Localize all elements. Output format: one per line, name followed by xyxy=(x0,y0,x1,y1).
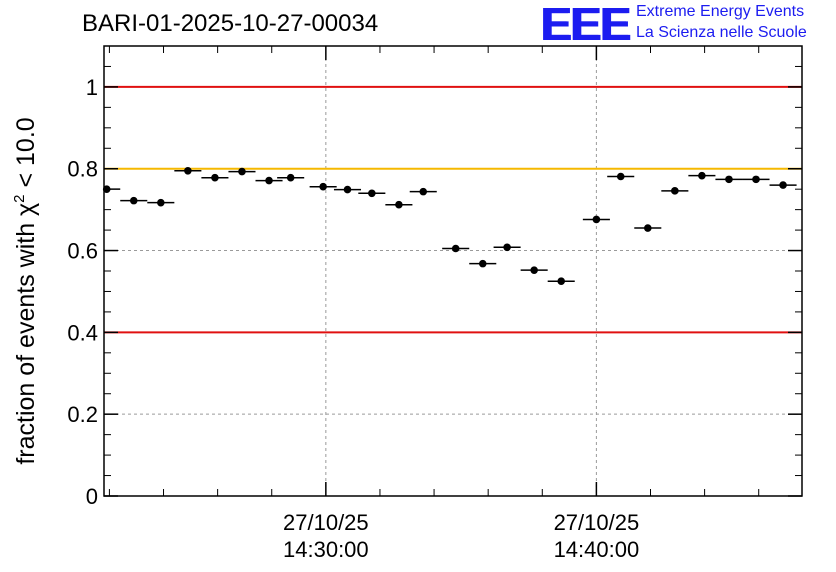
logo-caption-line1: Extreme Energy Events xyxy=(636,3,805,20)
data-points xyxy=(102,166,797,286)
x-tick-label-time: 14:40:00 xyxy=(554,537,640,562)
data-point xyxy=(368,189,376,198)
data-point xyxy=(557,277,566,286)
data-point xyxy=(157,198,165,207)
data-point xyxy=(451,244,460,253)
y-axis-label-tail: < 10.0 xyxy=(12,117,40,194)
x-tick-label-date: 27/10/25 xyxy=(554,510,640,535)
x-tick-label-time: 14:30:00 xyxy=(283,537,369,562)
data-point xyxy=(643,224,652,232)
y-axis-label: fraction of events with χ2 < 10.0 xyxy=(11,117,40,464)
y-tick-label: 0.6 xyxy=(67,239,98,264)
y-tick-label: 0 xyxy=(86,484,98,509)
y-tick-label: 0.4 xyxy=(67,320,98,345)
data-point xyxy=(752,175,760,184)
eee-logo: EEE xyxy=(540,0,630,50)
logo-caption-line2: La Scienza nelle Scuole xyxy=(636,24,807,41)
data-point xyxy=(238,167,246,176)
data-point xyxy=(343,185,352,194)
data-point xyxy=(211,173,219,182)
y-tick-label: 0.2 xyxy=(67,402,98,427)
data-point xyxy=(286,173,295,182)
data-point xyxy=(265,176,273,185)
reference-lines xyxy=(104,85,802,334)
data-point xyxy=(671,187,679,195)
data-point xyxy=(319,182,327,191)
data-point xyxy=(419,187,428,196)
data-point xyxy=(395,200,403,209)
y-tick-label: 0.8 xyxy=(67,157,98,182)
chart-title: BARI-01-2025-10-27-00034 xyxy=(82,10,379,37)
y-axis-label-base: fraction of events with χ xyxy=(12,203,40,465)
data-point xyxy=(725,175,733,184)
y-axis-label-superscript: 2 xyxy=(11,194,28,202)
x-tick-label-date: 27/10/25 xyxy=(283,510,369,535)
plot-frame xyxy=(103,45,803,497)
grid-layer xyxy=(104,46,802,496)
data-point xyxy=(616,172,625,181)
data-point xyxy=(503,243,511,252)
y-tick-label: 1 xyxy=(86,75,98,100)
data-point xyxy=(129,196,138,205)
tick-labels: 00.20.40.60.8127/10/2514:30:0027/10/2514… xyxy=(67,75,639,562)
data-point xyxy=(530,266,538,274)
data-point xyxy=(779,181,787,189)
axis-ticks xyxy=(104,46,802,497)
data-point xyxy=(478,259,487,268)
data-point xyxy=(698,171,706,180)
data-point xyxy=(184,166,192,175)
data-point xyxy=(592,215,601,224)
